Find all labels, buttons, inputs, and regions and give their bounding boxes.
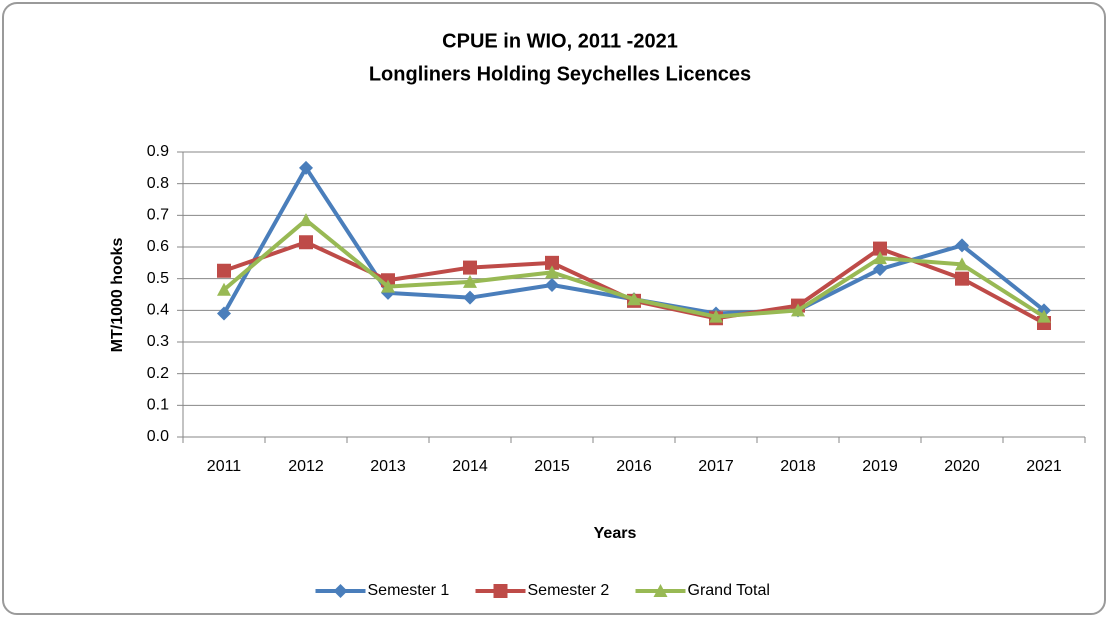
marker [463, 260, 477, 275]
legend-marker [333, 584, 348, 598]
marker [545, 278, 559, 292]
x-tick-label: 2018 [780, 458, 816, 475]
legend-marker [493, 584, 508, 598]
chart-frame [2, 2, 1106, 615]
x-tick-label: 2021 [1026, 458, 1062, 475]
marker [545, 255, 559, 270]
marker [381, 279, 395, 293]
marker [1037, 309, 1051, 323]
marker [791, 303, 805, 317]
x-tick-label: 2017 [698, 458, 734, 475]
y-tick-label: 0.2 [147, 365, 169, 382]
x-tick-label: 2019 [862, 458, 898, 475]
marker [955, 271, 969, 286]
marker [217, 306, 231, 321]
legend-label: Grand Total [688, 582, 770, 599]
y-tick-label: 0.9 [147, 143, 169, 160]
marker [955, 257, 969, 271]
marker [873, 262, 887, 277]
y-tick-label: 0.1 [147, 397, 169, 414]
legend-label: Semester 1 [368, 582, 450, 599]
x-axis-label: Years [594, 525, 637, 542]
marker [627, 292, 641, 306]
marker [217, 263, 231, 278]
x-tick-label: 2016 [616, 458, 652, 475]
marker [299, 213, 313, 227]
x-tick-label: 2012 [288, 458, 324, 475]
y-tick-label: 0.3 [147, 333, 169, 350]
y-tick-label: 0.0 [147, 428, 169, 445]
chart-title: CPUE in WIO, 2011 -2021 [442, 30, 678, 52]
y-tick-label: 0.6 [147, 238, 169, 255]
marker [709, 309, 723, 323]
marker [299, 160, 313, 175]
marker [873, 241, 887, 256]
legend-label: Semester 2 [528, 582, 610, 599]
y-tick-label: 0.4 [147, 302, 169, 319]
legend-marker [653, 584, 668, 597]
marker [545, 265, 559, 279]
x-tick-label: 2011 [207, 458, 242, 475]
marker [299, 235, 313, 250]
y-tick-label: 0.5 [147, 270, 169, 287]
y-tick-label: 0.7 [147, 207, 169, 224]
marker [873, 251, 887, 265]
x-tick-label: 2013 [370, 458, 406, 475]
marker [463, 290, 477, 305]
y-axis-label: MT/1000 hooks [109, 238, 126, 353]
x-tick-label: 2015 [534, 458, 570, 475]
marker [463, 274, 477, 288]
x-tick-label: 2020 [944, 458, 980, 475]
chart-subtitle: Longliners Holding Seychelles Licences [369, 63, 751, 85]
marker [217, 282, 231, 296]
x-tick-label: 2014 [452, 458, 488, 475]
marker [955, 238, 969, 253]
y-tick-label: 0.8 [147, 175, 169, 192]
